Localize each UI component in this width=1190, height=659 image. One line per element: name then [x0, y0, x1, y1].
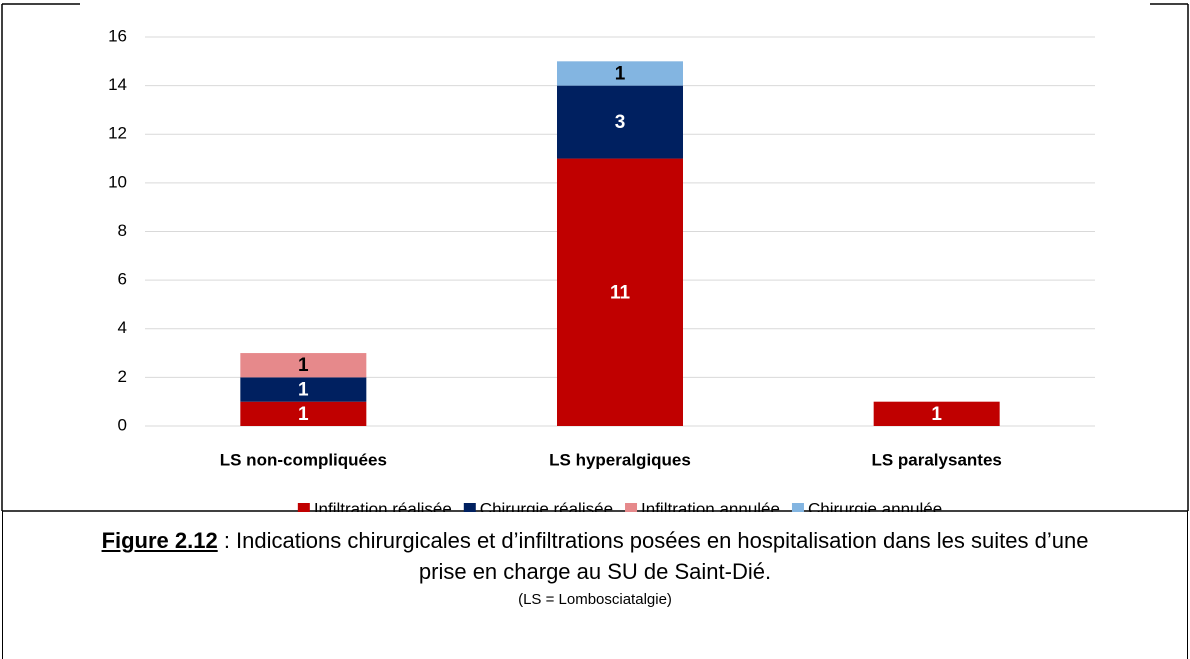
legend-label: Chirurgie réalisée	[480, 499, 613, 512]
bar-segment	[240, 353, 367, 378]
data-label: 1	[298, 404, 309, 425]
y-tick-label: 4	[118, 318, 127, 337]
x-tick-label: LS paralysantes	[871, 450, 1001, 469]
bar-segment	[240, 377, 367, 402]
legend-swatch	[791, 503, 804, 512]
y-tick-label: 14	[108, 75, 127, 94]
bar-segment	[557, 61, 683, 86]
y-tick-label: 6	[118, 270, 127, 289]
data-label: 1	[298, 355, 309, 376]
x-tick-label: LS hyperalgiques	[549, 450, 691, 469]
y-tick-label: 12	[108, 124, 127, 143]
bar-segment	[557, 158, 683, 426]
data-label: 1	[298, 380, 309, 401]
y-tick-label: 16	[108, 26, 127, 45]
y-tick-label: 0	[118, 415, 127, 434]
bar-segment	[873, 401, 1000, 426]
y-tick-label: 8	[118, 221, 127, 240]
legend-swatch	[297, 503, 310, 512]
caption-text: Figure 2.12 : Indications chirurgicales …	[95, 525, 1095, 587]
bar-segment	[557, 85, 683, 159]
y-tick-label: 2	[118, 367, 127, 386]
legend-swatch	[625, 503, 638, 512]
x-tick-label: LS non-compliquées	[220, 450, 387, 469]
legend-label: Infiltration annulée	[641, 499, 780, 512]
legend-label: Chirurgie annulée	[808, 499, 942, 512]
y-tick-label: 10	[108, 172, 127, 191]
bar-segment	[240, 401, 367, 426]
legend-swatch	[463, 503, 476, 512]
data-label: 11	[610, 282, 631, 303]
data-label: 1	[615, 63, 626, 84]
data-label: 1	[931, 404, 942, 425]
legend-label: Infiltration réalisée	[314, 499, 452, 512]
caption: Figure 2.12 : Indications chirurgicales …	[2, 511, 1188, 659]
figure-label: Figure 2.12	[101, 528, 218, 553]
caption-note: (LS = Lombosciatalgie)	[518, 591, 672, 608]
caption-body: : Indications chirurgicales et d’infiltr…	[217, 528, 1089, 584]
data-label: 3	[615, 112, 626, 133]
